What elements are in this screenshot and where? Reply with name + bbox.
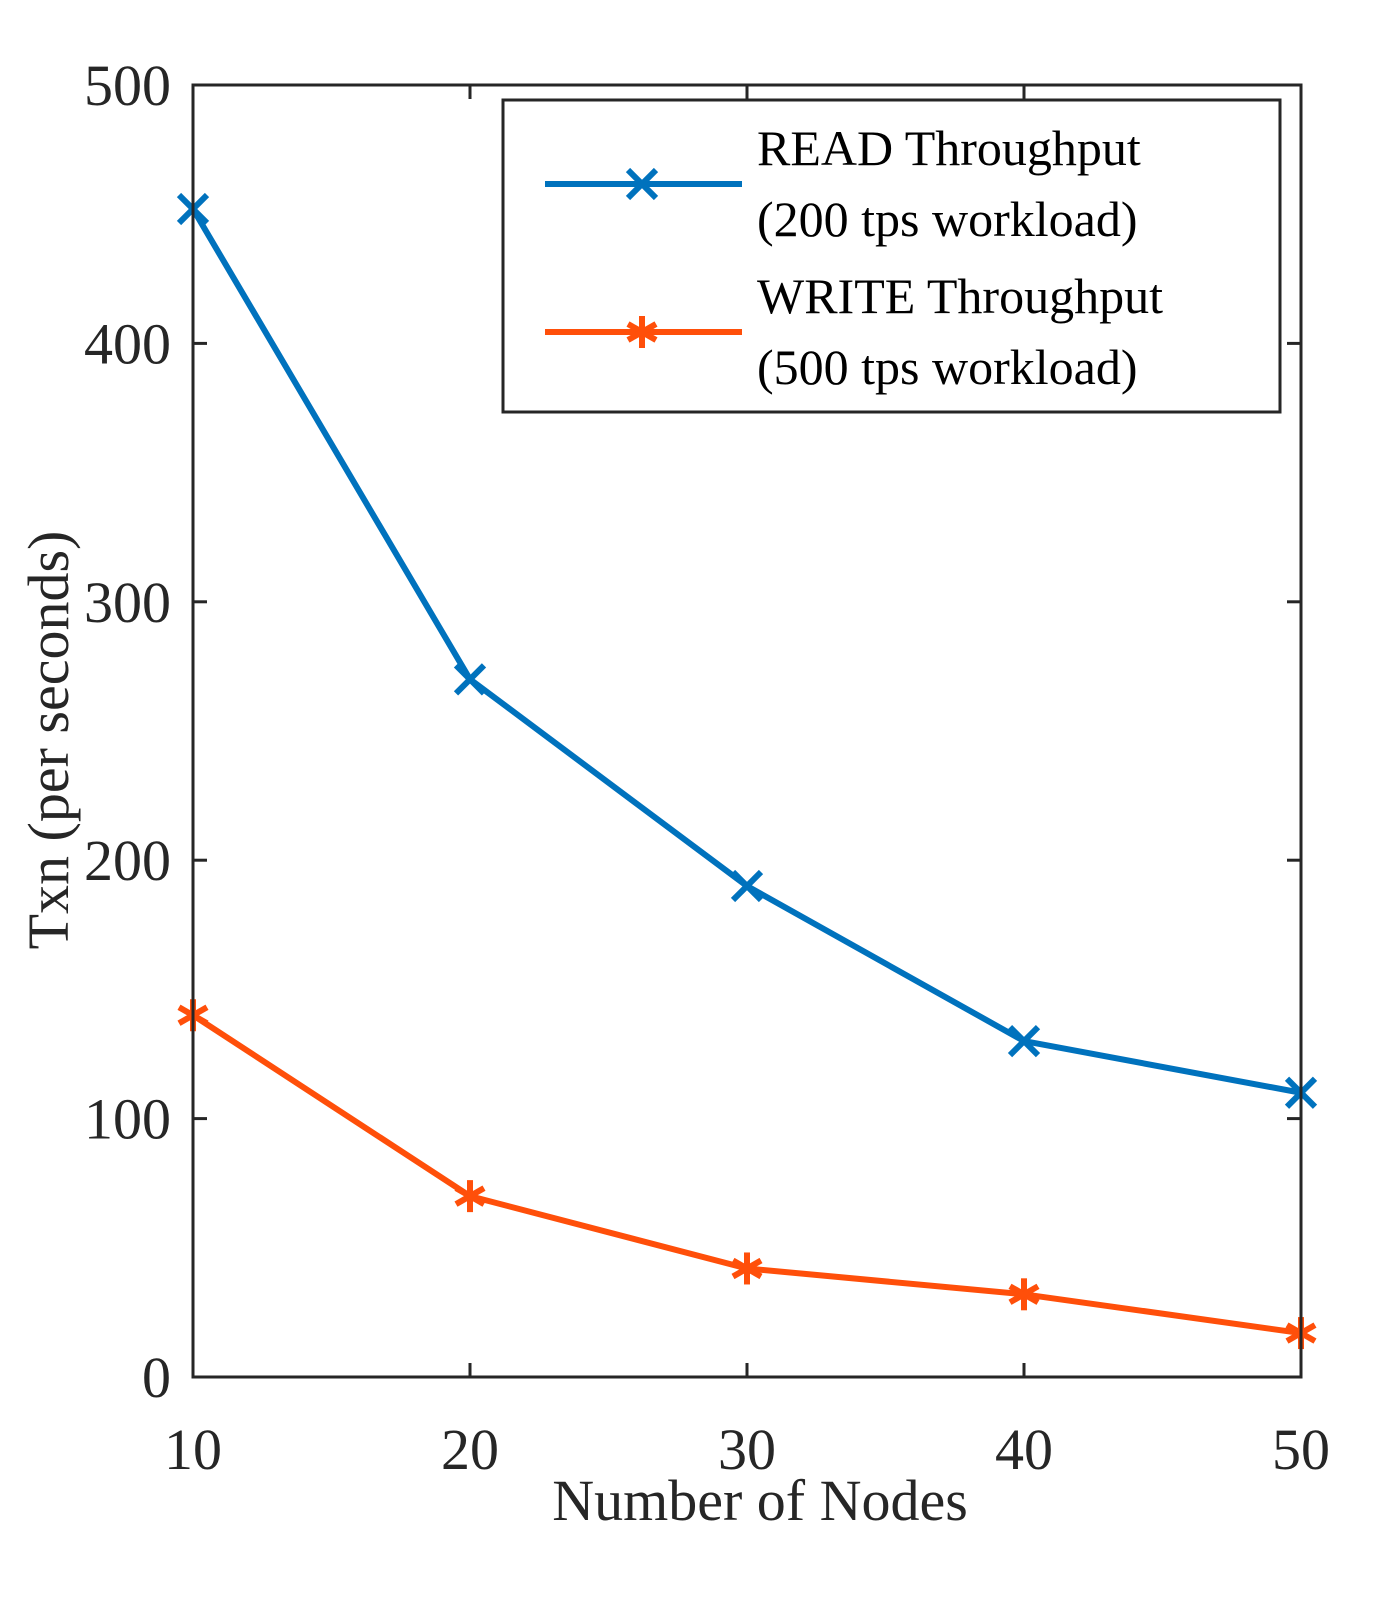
legend-box	[501, 98, 1282, 414]
y-tick-labels: 0 100 200 300 400 500	[84, 53, 171, 1410]
legend-write-marker	[626, 316, 658, 348]
data-point-marker	[730, 869, 764, 903]
marker-stroke	[731, 1257, 763, 1280]
y-tick-label: 200	[84, 828, 171, 893]
y-tick-label: 400	[84, 311, 171, 376]
marker-stroke	[453, 663, 487, 696]
data-point-marker	[1008, 1278, 1040, 1311]
legend-write-label-line2: (500 tps workload)	[757, 339, 1138, 395]
y-tick-label: 0	[142, 1345, 171, 1410]
legend-read-label-line2: (200 tps workload)	[757, 191, 1138, 247]
data-point-marker	[731, 1252, 763, 1285]
marker-stroke	[730, 869, 764, 903]
marker-stroke	[1007, 1024, 1041, 1058]
data-point-marker	[453, 663, 487, 696]
plot-area-frame	[191, 83, 1303, 1379]
y-tick-label: 100	[84, 1087, 171, 1152]
legend-read-marker	[625, 167, 659, 201]
x-tick-label: 40	[995, 1417, 1053, 1482]
legend: READ Throughput (200 tps workload) WRITE…	[501, 98, 1282, 414]
x-tick-labels: 10 20 30 40 50	[164, 1417, 1330, 1482]
marker-stroke	[454, 1185, 486, 1207]
x-tick-label: 10	[164, 1417, 222, 1482]
x-axis-title: Number of Nodes	[552, 1468, 968, 1533]
legend-write-label-line1: WRITE Throughput	[757, 268, 1163, 324]
y-tick-label: 500	[84, 53, 171, 118]
x-tick-label: 20	[441, 1417, 499, 1482]
legend-read-label-line1: READ Throughput	[757, 120, 1141, 176]
x-tick-label: 30	[718, 1417, 776, 1482]
x-tick-label: 50	[1272, 1417, 1330, 1482]
y-tick-label: 300	[84, 570, 171, 635]
y-axis-title: Txn (per seconds)	[16, 531, 81, 950]
data-point-marker	[1007, 1024, 1041, 1058]
marker-stroke	[1008, 1283, 1040, 1305]
data-point-marker	[454, 1180, 486, 1213]
